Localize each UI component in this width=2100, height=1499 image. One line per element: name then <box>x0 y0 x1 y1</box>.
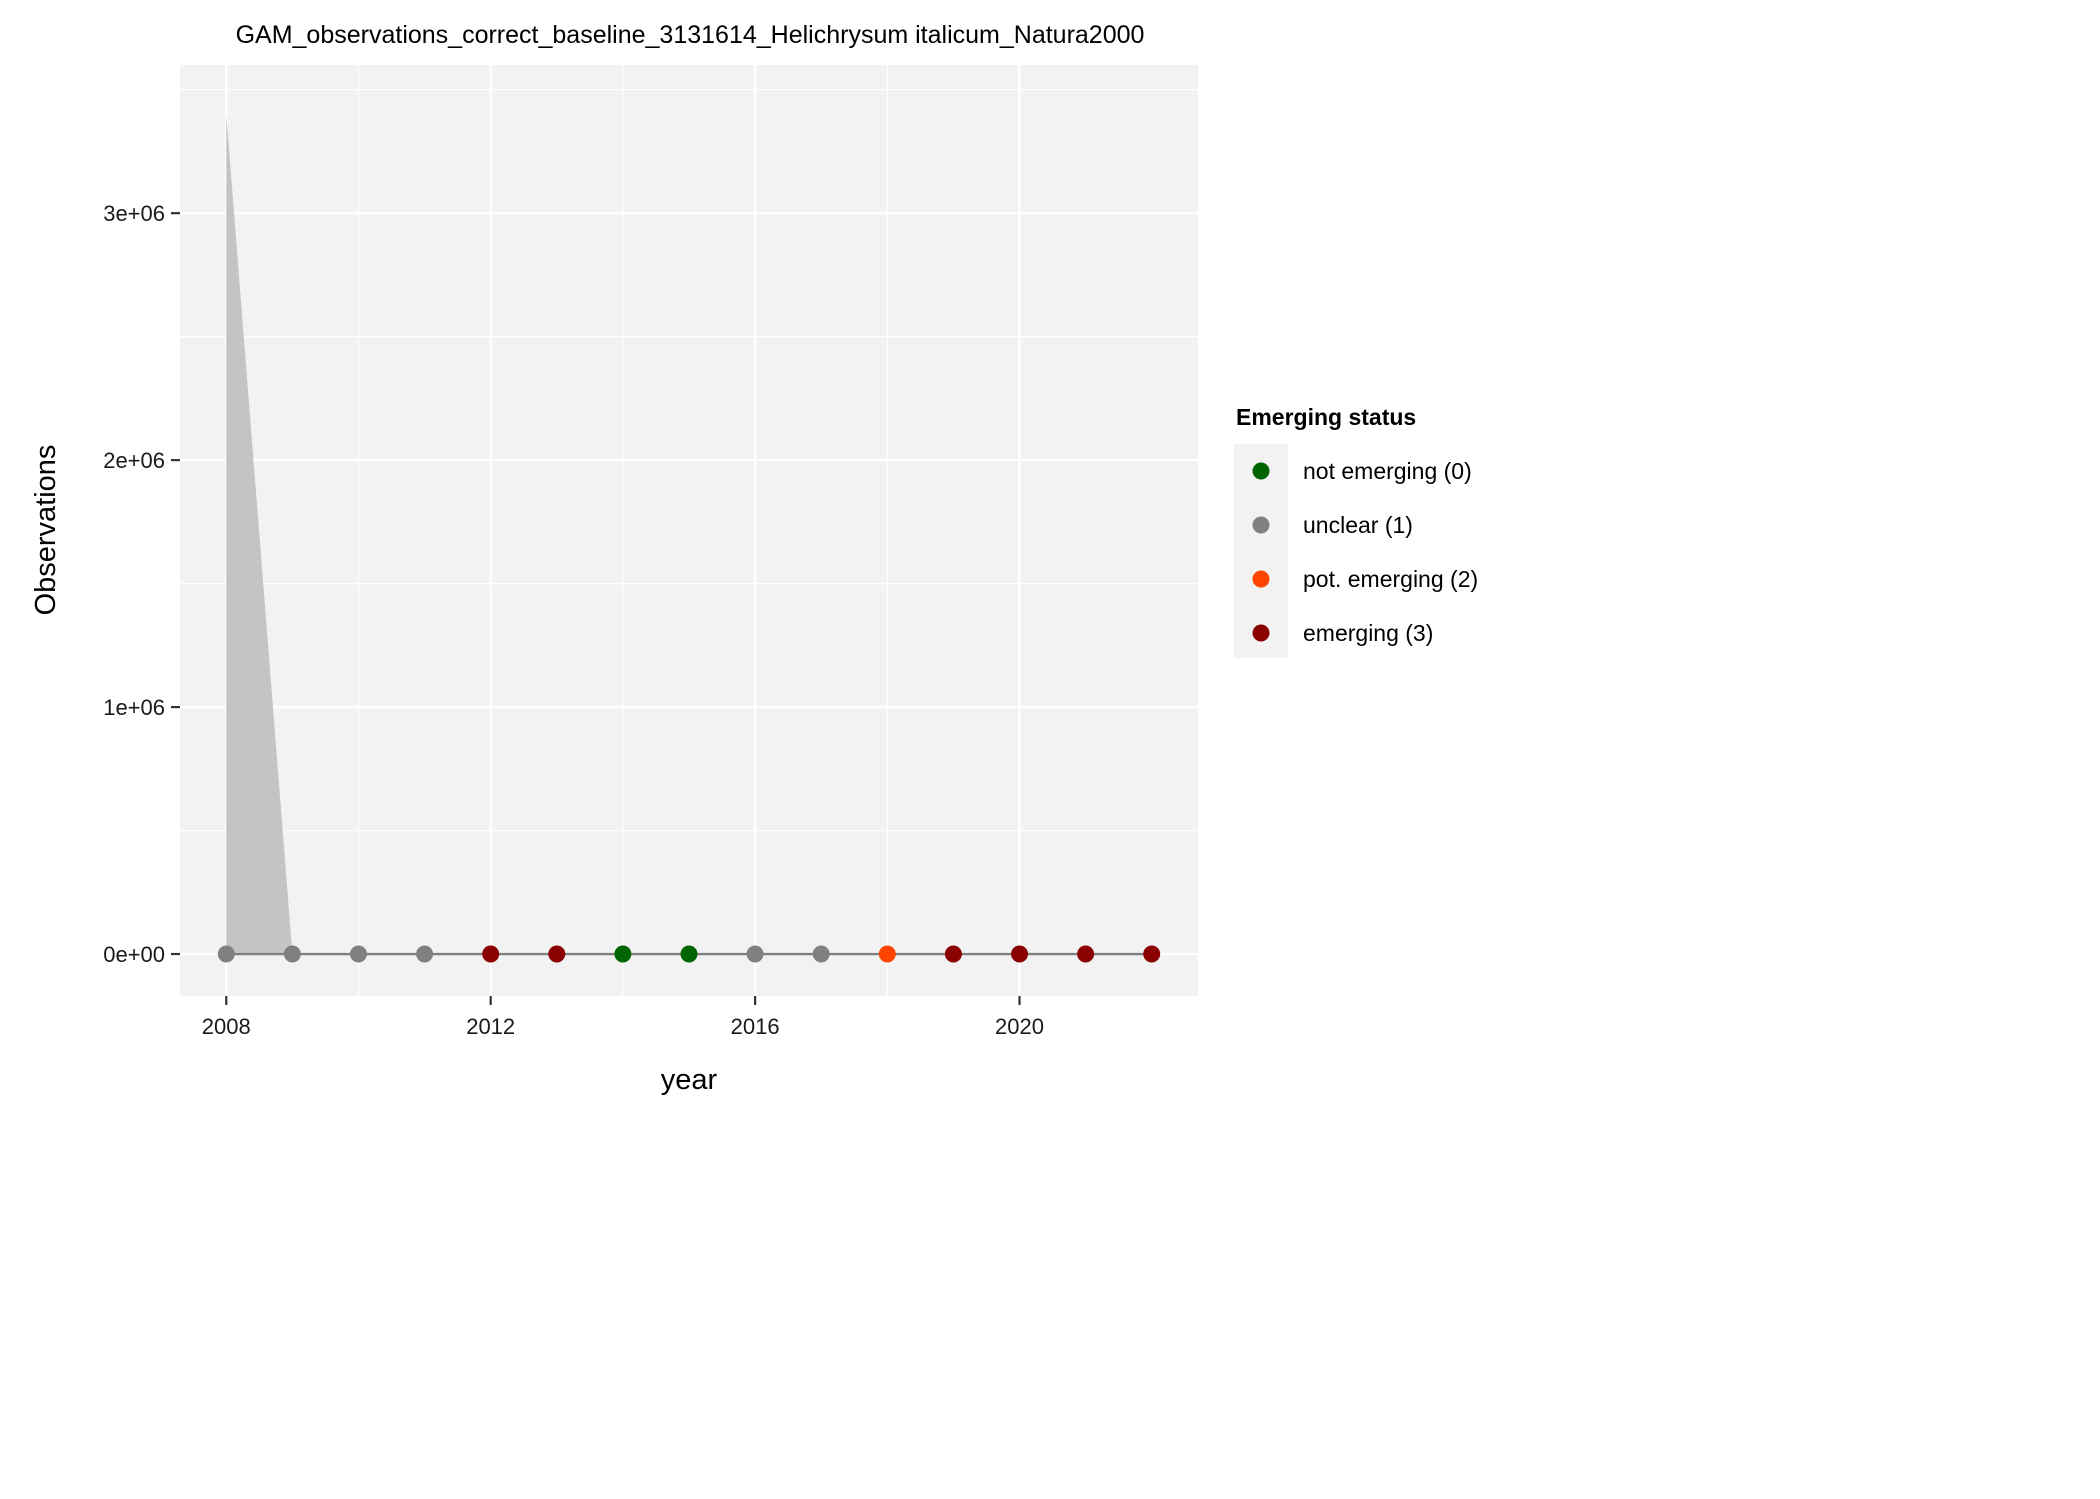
data-point <box>349 945 367 963</box>
x-tick-label: 2020 <box>995 1014 1044 1039</box>
data-point <box>1077 945 1095 963</box>
data-point <box>283 945 301 963</box>
data-point <box>878 945 896 963</box>
x-tick-label: 2016 <box>731 1014 780 1039</box>
y-tick-label: 3e+06 <box>103 201 165 226</box>
legend-title: Emerging status <box>1236 404 1416 430</box>
x-tick-label: 2012 <box>466 1014 515 1039</box>
data-point <box>680 945 698 963</box>
legend-key-point <box>1252 462 1270 480</box>
data-point <box>1011 945 1029 963</box>
confidence-ribbon <box>226 114 293 955</box>
data-point <box>746 945 764 963</box>
x-axis-title: year <box>661 1064 718 1096</box>
data-point <box>944 945 962 963</box>
y-axis: 0e+00 1e+06 2e+06 3e+06 <box>103 201 180 967</box>
data-point <box>812 945 830 963</box>
data-point <box>614 945 632 963</box>
x-axis: 2008 2012 2016 2020 <box>202 996 1044 1039</box>
data-points <box>217 945 1161 963</box>
data-point <box>1143 945 1161 963</box>
chart: GAM_observations_correct_baseline_313161… <box>30 21 1478 1096</box>
data-point <box>482 945 500 963</box>
legend-entries: not emerging (0) unclear (1) pot. emerging… <box>1252 458 1478 646</box>
legend-label: unclear (1) <box>1303 512 1413 538</box>
chart-title: GAM_observations_correct_baseline_313161… <box>236 21 1145 49</box>
legend-label: emerging (3) <box>1303 620 1433 646</box>
legend-keys-background <box>1234 444 1288 658</box>
legend-key-point <box>1252 516 1270 534</box>
legend-label: pot. emerging (2) <box>1303 566 1478 592</box>
data-point <box>548 945 566 963</box>
y-axis-title: Observations <box>30 445 62 616</box>
y-tick-label: 0e+00 <box>103 942 165 967</box>
data-point <box>416 945 434 963</box>
legend-key-point <box>1252 624 1270 642</box>
legend-label: not emerging (0) <box>1303 458 1472 484</box>
x-tick-label: 2008 <box>202 1014 251 1039</box>
data-point <box>217 945 235 963</box>
legend: Emerging status not emerging (0) unclear … <box>1234 404 1478 658</box>
plot-panel <box>180 65 1198 996</box>
y-tick-label: 2e+06 <box>103 448 165 473</box>
legend-key-point <box>1252 570 1270 588</box>
ribbon-area <box>226 114 293 955</box>
y-tick-label: 1e+06 <box>103 695 165 720</box>
